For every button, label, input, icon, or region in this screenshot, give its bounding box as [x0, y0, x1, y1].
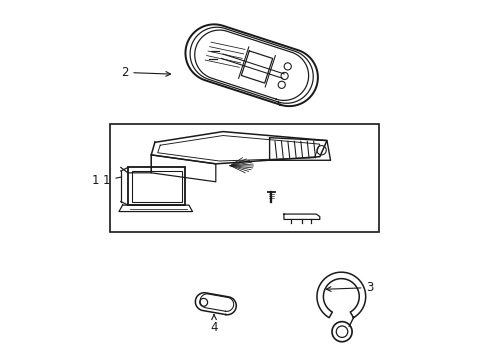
Text: 1: 1 [102, 174, 122, 186]
Bar [131, 171, 182, 202]
Text: 2: 2 [121, 66, 170, 79]
Bar [110, 125, 378, 232]
Text: 3: 3 [325, 281, 373, 294]
Text: 4: 4 [210, 315, 217, 334]
Text: 1: 1 [92, 174, 99, 186]
Bar [128, 167, 185, 205]
